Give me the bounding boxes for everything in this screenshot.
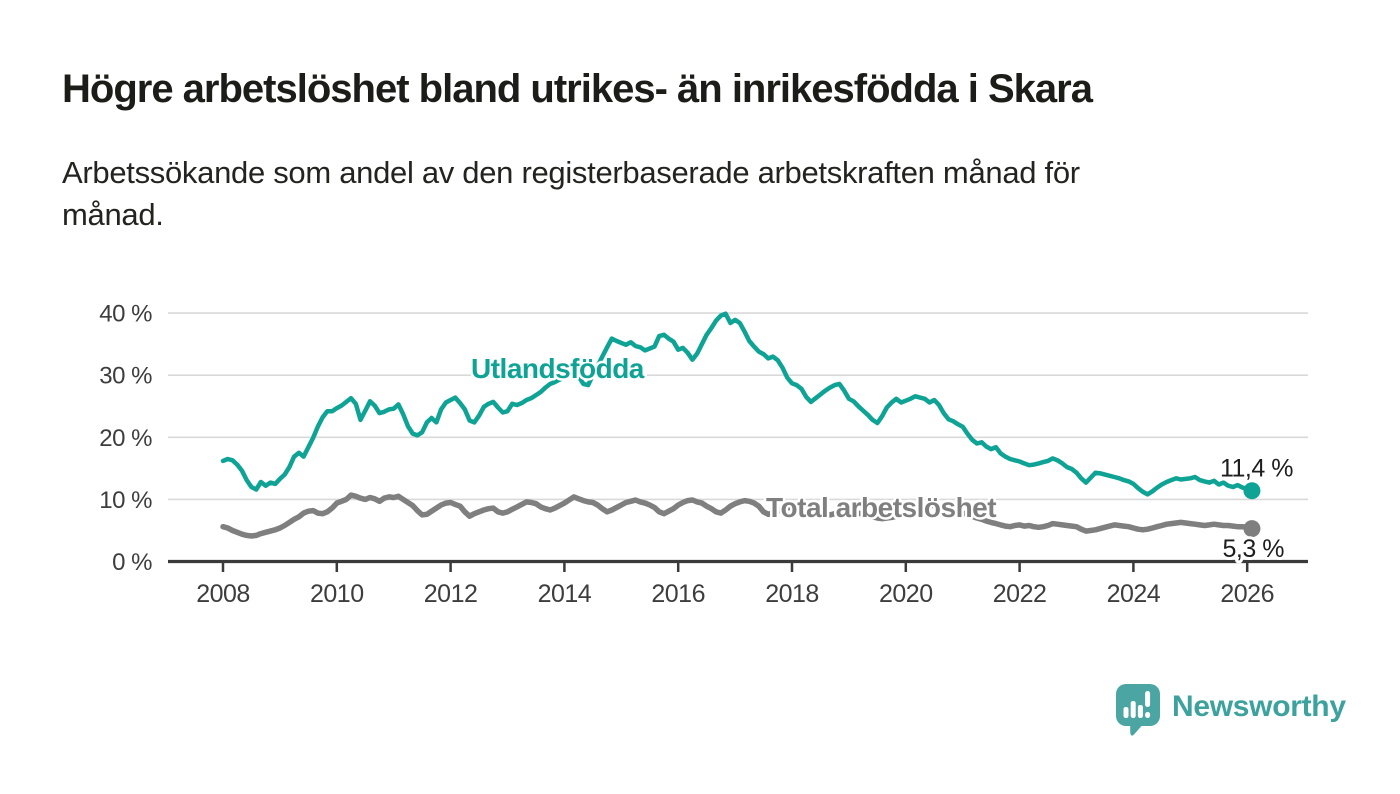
x-tick-label: 2014 [538, 580, 592, 608]
newsworthy-logo-icon [1116, 684, 1160, 736]
x-tick-label: 2010 [310, 580, 364, 608]
x-tick-label: 2026 [1220, 580, 1274, 608]
series-end-dot [1243, 482, 1261, 500]
series-line-total [220, 492, 1255, 539]
y-tick-label: 10 % [99, 487, 152, 514]
x-tick-label: 2016 [651, 580, 705, 608]
x-tick-label: 2018 [765, 580, 819, 608]
series-label: Total arbetslöshet [766, 492, 996, 523]
series-end-dot [1243, 520, 1261, 538]
x-tick-label: 2020 [879, 580, 933, 608]
y-tick-label: 0 % [112, 549, 152, 576]
x-tick-label: 2012 [424, 580, 478, 608]
newsworthy-logo-text: Newsworthy [1172, 690, 1346, 723]
x-tick-label: 2008 [196, 580, 250, 608]
newsworthy-brand: Newsworthy [1115, 684, 1346, 736]
y-tick-label: 30 % [99, 363, 152, 390]
series-label: Utlandsfödda [471, 353, 645, 384]
x-tick-label: 2022 [993, 580, 1047, 608]
y-tick-label: 40 % [99, 301, 152, 328]
end-value-annotation: 11,4 % [1220, 455, 1293, 483]
x-tick-label: 2024 [1107, 580, 1161, 608]
series-line-utlandsfodda [220, 311, 1255, 497]
chart-title: Högre arbetslöshet bland utrikes- än inr… [62, 67, 1093, 111]
y-tick-label: 20 % [99, 425, 152, 452]
end-value-annotation: 5,3 % [1223, 535, 1285, 563]
chart-subtitle: Arbetssökande som andel av den registerb… [62, 155, 1080, 233]
